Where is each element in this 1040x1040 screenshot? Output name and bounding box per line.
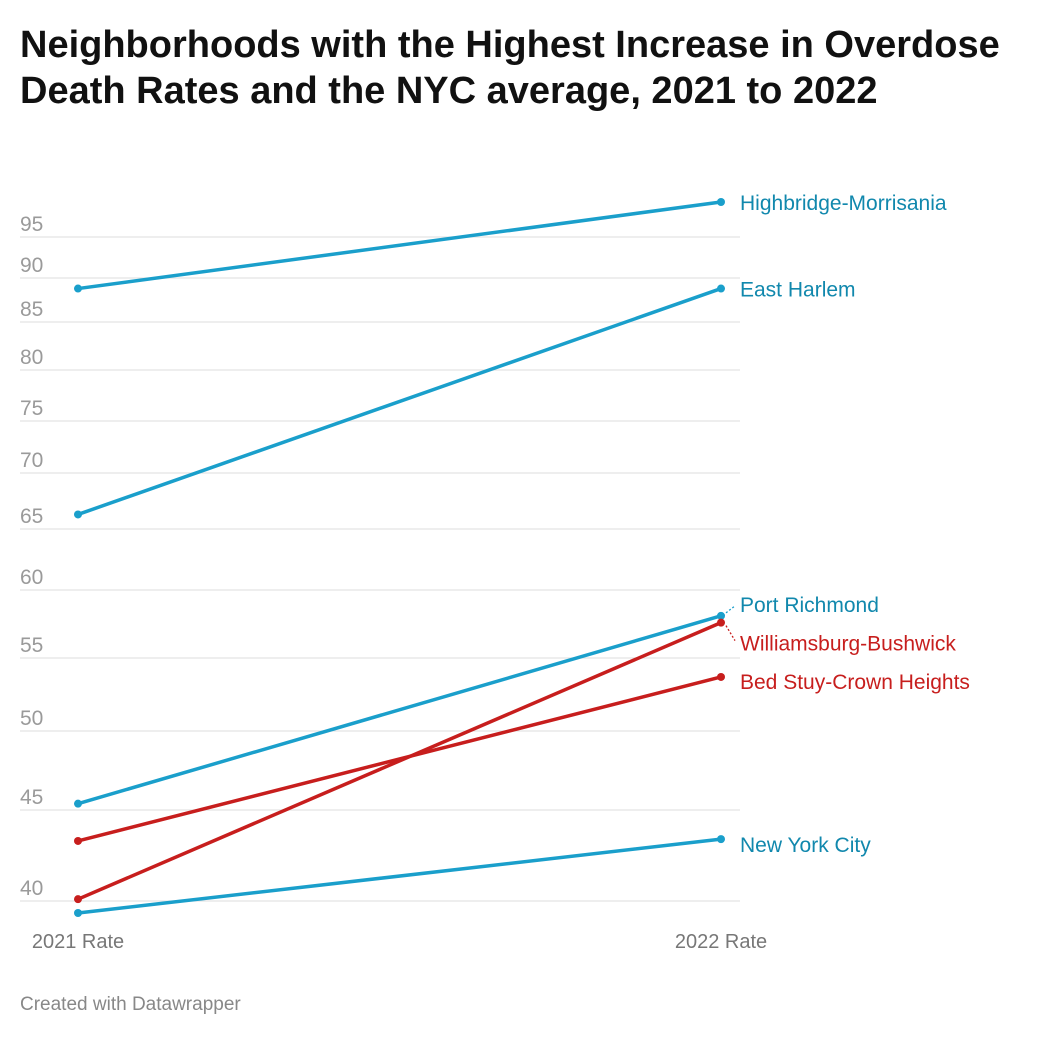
point-2022	[717, 618, 725, 627]
y-tick-label: 55	[20, 634, 43, 657]
series-line	[76, 200, 723, 291]
series-line	[76, 675, 723, 843]
series-line	[76, 286, 723, 517]
point-2022	[717, 672, 725, 681]
y-tick-label: 60	[20, 566, 43, 589]
series-label: New York City	[740, 834, 871, 857]
point-2021	[74, 909, 82, 917]
series-label: Williamsburg-Bushwick	[740, 633, 956, 656]
footer-credit: Created with Datawrapper	[20, 994, 241, 1015]
y-tick-label: 85	[20, 298, 43, 321]
series-label: East Harlem	[740, 279, 856, 302]
x-axis-ticks: 2021 Rate 2022 Rate	[32, 931, 767, 953]
point-2021	[74, 799, 82, 808]
series-label: Port Richmond	[740, 594, 879, 617]
y-tick-label: 50	[20, 707, 43, 730]
point-2021	[74, 895, 82, 904]
point-2021	[74, 510, 82, 519]
series-line	[76, 614, 723, 806]
series-labels: Highbridge-Morrisania East Harlem Port Ric…	[725, 192, 970, 857]
y-tick-label: 75	[20, 397, 43, 420]
series-line	[76, 837, 723, 915]
y-tick-label: 70	[20, 449, 43, 472]
point-2022	[717, 611, 725, 620]
point-2021	[74, 284, 82, 293]
point-2022	[717, 284, 725, 293]
point-2022	[717, 198, 725, 206]
y-tick-label: 40	[20, 877, 43, 900]
series-label: Highbridge-Morrisania	[740, 192, 947, 215]
y-tick-label: 65	[20, 505, 43, 528]
label-connector	[725, 625, 736, 641]
y-tick-label: 80	[20, 346, 43, 369]
y-tick-label: 90	[20, 254, 43, 277]
label-connector	[725, 605, 736, 614]
series-lines	[74, 198, 725, 917]
chart-title: Neighborhoods with the Highest Increase …	[20, 24, 1000, 112]
point-2022	[717, 835, 725, 844]
y-axis-ticks: 40 45 50 55 60 65 70 75 80 85 90 95	[20, 213, 43, 900]
y-tick-label: 95	[20, 213, 43, 236]
y-tick-label: 45	[20, 786, 43, 809]
x-tick-label: 2021 Rate	[32, 931, 124, 953]
gridlines	[20, 236, 740, 902]
series-line	[76, 620, 723, 901]
x-tick-label: 2022 Rate	[675, 931, 767, 953]
point-2021	[74, 836, 82, 845]
series-label: Bed Stuy-Crown Heights	[740, 671, 970, 694]
